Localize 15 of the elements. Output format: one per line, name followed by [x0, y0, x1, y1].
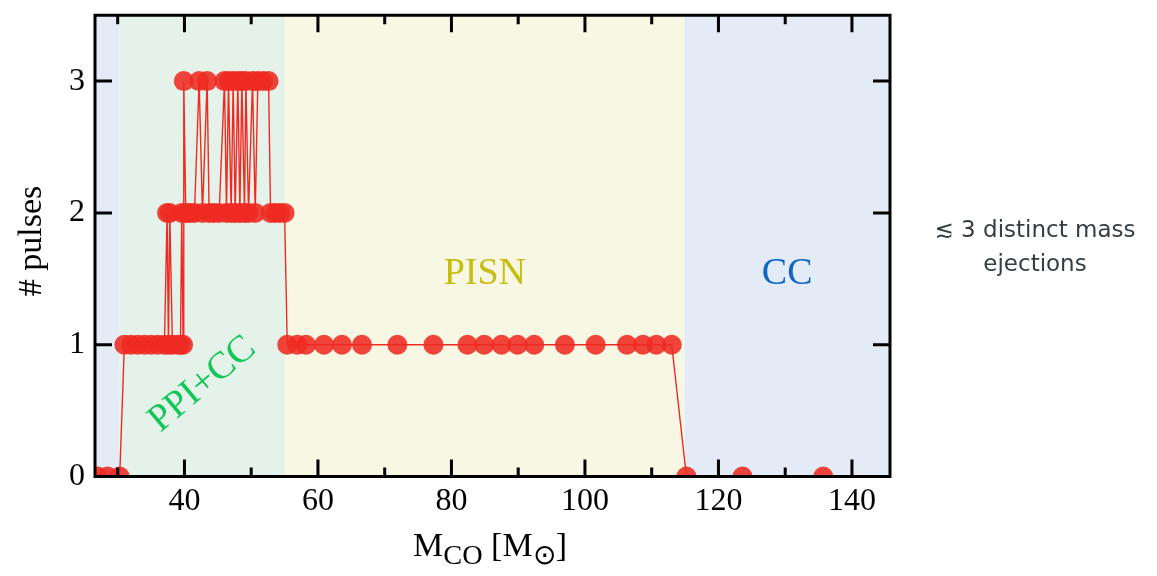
y-axis-title: # pulses: [11, 185, 49, 297]
x-tick-label: 120: [694, 481, 743, 518]
y-tick-label: 2: [69, 192, 85, 229]
x-axis-title: M$_{CO}$ [M$_{⊙}$]: [413, 526, 567, 571]
x-tick-label: 40: [168, 481, 201, 518]
x-tick-label: 80: [435, 481, 468, 518]
band-label: CC: [761, 249, 813, 292]
y-tick-label: 0: [69, 456, 85, 493]
band-label: PISN: [443, 249, 527, 292]
y-tick-label: 3: [69, 60, 85, 97]
text: ≲ 3 distinct mass ejections: [933, 215, 1137, 278]
x-tick-label: 100: [560, 481, 609, 518]
y-tick-label: 1: [69, 324, 85, 361]
x-tick-label: 140: [827, 481, 876, 518]
x-tick-label: 60: [301, 481, 334, 518]
